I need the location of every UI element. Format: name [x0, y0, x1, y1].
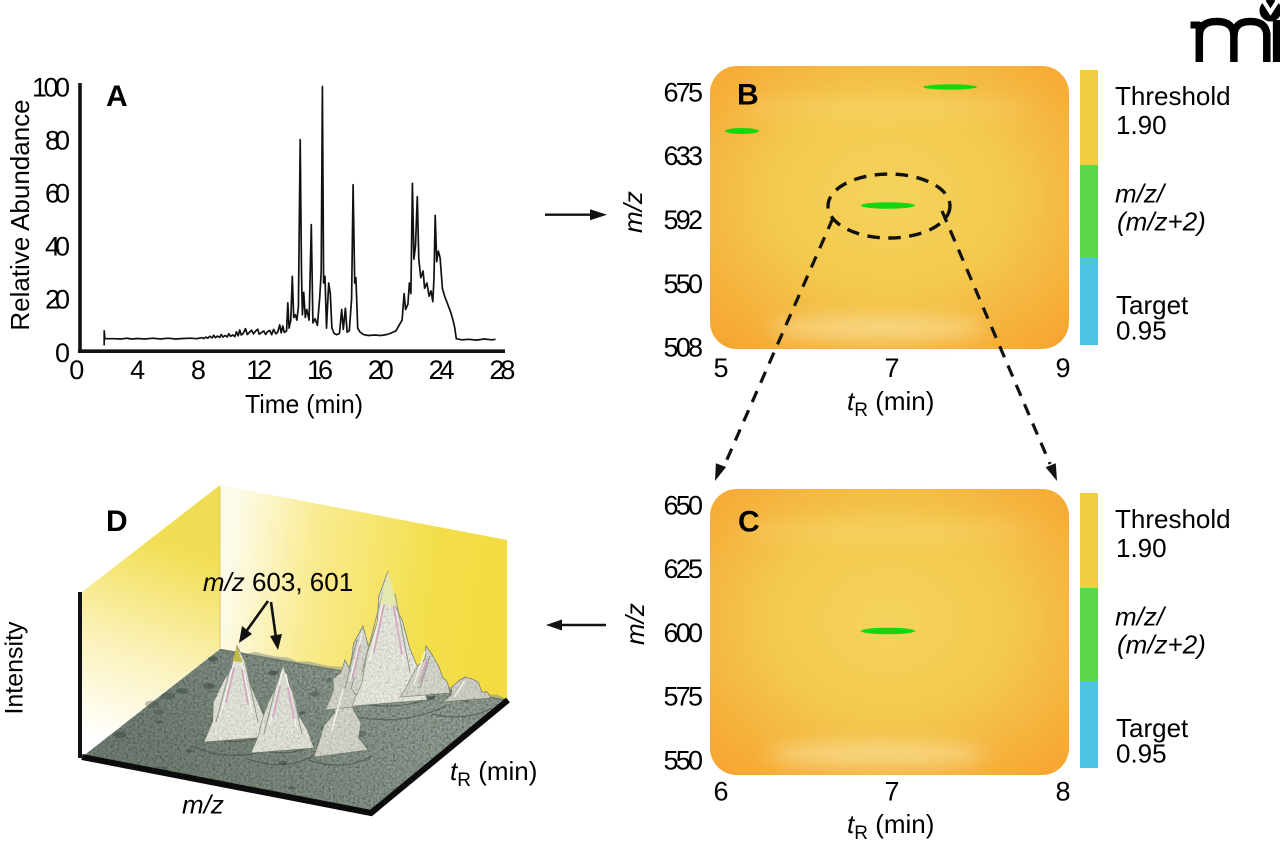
svg-text:tR (min): tR (min) [847, 386, 934, 421]
svg-text:1.90: 1.90 [1116, 533, 1167, 563]
svg-text:Threshold: Threshold [1115, 504, 1231, 534]
svg-text:20: 20 [368, 355, 394, 385]
svg-text:D: D [106, 505, 128, 538]
svg-text:0.95: 0.95 [1116, 739, 1167, 769]
svg-text:40: 40 [45, 232, 70, 262]
svg-text:650: 650 [664, 490, 704, 520]
svg-text:tR (min): tR (min) [450, 756, 537, 791]
svg-text:9: 9 [1055, 353, 1070, 383]
svg-text:Threshold: Threshold [1115, 81, 1231, 111]
svg-text:A: A [106, 80, 128, 113]
svg-text:Time (min): Time (min) [245, 389, 363, 419]
svg-text:tR (min): tR (min) [847, 809, 934, 844]
svg-text:B: B [737, 79, 759, 112]
svg-text:575: 575 [664, 682, 704, 712]
svg-text:m/z/: m/z/ [1115, 179, 1167, 209]
svg-text:7: 7 [884, 353, 899, 383]
svg-text:m/z: m/z [620, 603, 650, 645]
svg-text:633: 633 [664, 141, 704, 171]
svg-text:24: 24 [429, 355, 455, 385]
svg-text:7: 7 [884, 777, 899, 807]
svg-text:Target: Target [1116, 290, 1189, 320]
svg-text:m/z: m/z [618, 191, 648, 233]
svg-text:12: 12 [246, 355, 272, 385]
svg-text:8: 8 [1055, 777, 1070, 807]
svg-text:(m/z+2): (m/z+2) [1117, 630, 1206, 660]
svg-text:100: 100 [32, 72, 70, 102]
svg-text:m/z/: m/z/ [1115, 602, 1167, 632]
svg-text:0.95: 0.95 [1116, 316, 1167, 346]
svg-text:m/z: m/z [182, 790, 224, 820]
svg-text:(m/z+2): (m/z+2) [1117, 207, 1206, 237]
svg-text:592: 592 [664, 205, 704, 235]
svg-text:8: 8 [191, 355, 206, 385]
svg-text:60: 60 [45, 179, 70, 209]
svg-text:20: 20 [45, 285, 70, 315]
svg-text:6: 6 [713, 777, 728, 807]
svg-text:675: 675 [664, 77, 704, 107]
svg-text:550: 550 [664, 746, 704, 776]
svg-text:80: 80 [45, 125, 70, 155]
svg-text:4: 4 [130, 355, 145, 385]
svg-text:Target: Target [1116, 713, 1189, 743]
svg-text:Intensity: Intensity [1, 621, 29, 715]
svg-text:508: 508 [664, 333, 704, 363]
svg-text:m/z 603, 601: m/z 603, 601 [203, 567, 353, 597]
svg-text:28: 28 [489, 355, 515, 385]
svg-text:C: C [738, 506, 760, 539]
svg-text:16: 16 [307, 355, 333, 385]
svg-text:0: 0 [55, 338, 70, 368]
svg-text:600: 600 [664, 618, 704, 648]
svg-text:0: 0 [69, 355, 84, 385]
svg-text:Relative Abundance: Relative Abundance [5, 99, 35, 330]
svg-text:5: 5 [713, 353, 728, 383]
svg-text:550: 550 [664, 269, 704, 299]
svg-text:1.90: 1.90 [1116, 110, 1167, 140]
svg-text:625: 625 [664, 554, 704, 584]
